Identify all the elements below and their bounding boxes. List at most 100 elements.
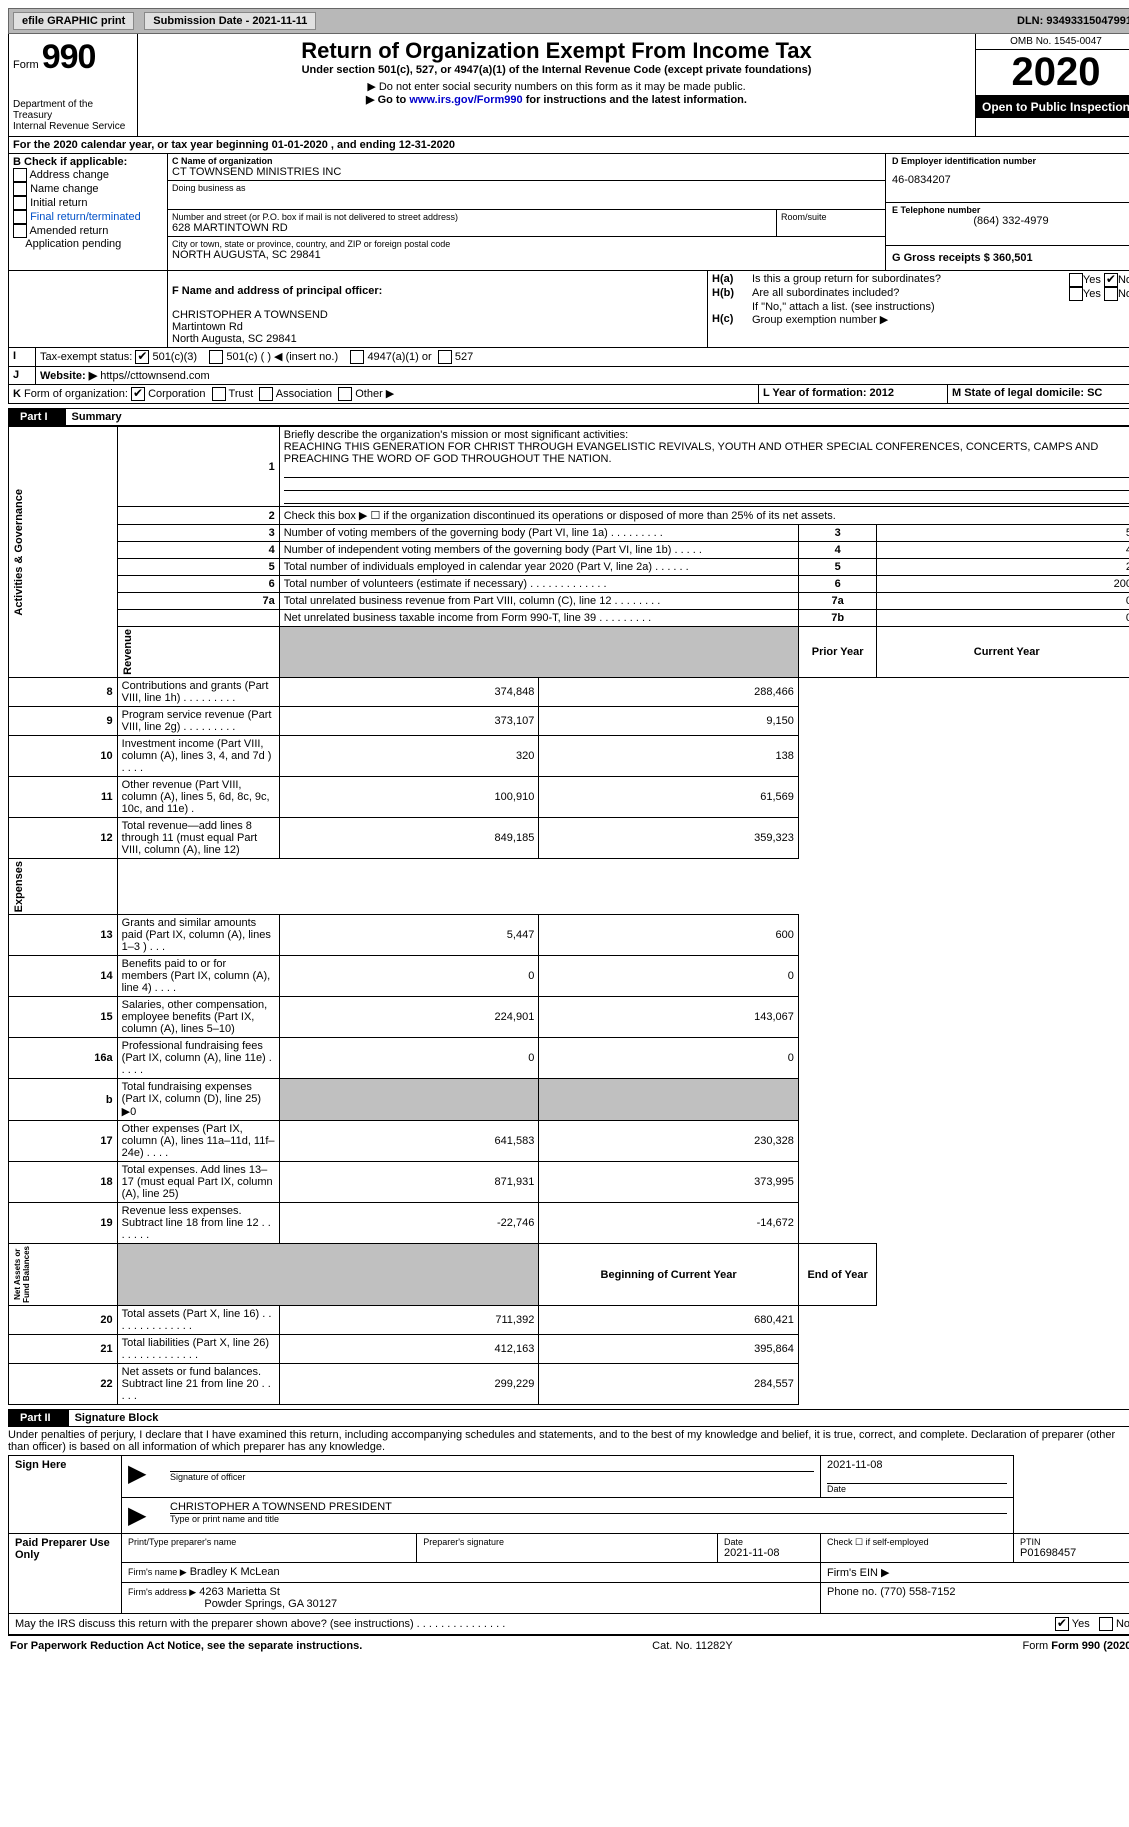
k-assoc[interactable]: Association	[276, 388, 332, 400]
header-block: B Check if applicable: Address change Na…	[8, 154, 1129, 271]
warn-goto: ▶ Go to www.irs.gov/Form990 for instruct…	[146, 93, 967, 106]
chk-initial[interactable]: Initial return	[30, 197, 87, 209]
mission: REACHING THIS GENERATION FOR CHRIST THRO…	[284, 441, 1099, 465]
city: NORTH AUGUSTA, SC 29841	[172, 249, 881, 261]
ptin-label: PTIN	[1020, 1537, 1129, 1547]
col-prior: Prior Year	[798, 627, 876, 678]
j-label: Website: ▶	[40, 370, 97, 382]
side-netassets: Net Assets or Fund Balances	[13, 1246, 31, 1303]
ha-no[interactable]: No	[1118, 274, 1129, 286]
lbl-4947: 4947(a)(1) or	[367, 351, 431, 363]
may-irs: May the IRS discuss this return with the…	[15, 1618, 1055, 1630]
paid-preparer: Paid Preparer Use Only	[9, 1534, 122, 1614]
na-row: 21Total liabilities (Part X, line 26) . …	[9, 1335, 1129, 1364]
goto-post: for instructions and the latest informat…	[523, 94, 747, 106]
prep-sig-label: Preparer's signature	[423, 1537, 711, 1547]
irs-yes-check[interactable]	[1055, 1617, 1069, 1631]
irs-no-check[interactable]	[1099, 1617, 1113, 1631]
street-label: Number and street (or P.O. box if mail i…	[172, 212, 772, 222]
e-label: E Telephone number	[892, 205, 1129, 215]
firm-addr2: Powder Springs, GA 30127	[204, 1598, 337, 1610]
na-row: 22Net assets or fund balances. Subtract …	[9, 1364, 1129, 1405]
hc-label: Group exemption number ▶	[752, 313, 888, 326]
rev-row: 9Program service revenue (Part VIII, lin…	[9, 707, 1129, 736]
c-label: C Name of organization	[172, 156, 881, 166]
rev-row: 12Total revenue—add lines 8 through 11 (…	[9, 818, 1129, 859]
k-label: Form of organization:	[24, 388, 128, 400]
fh-block: F Name and address of principal officer:…	[8, 271, 1129, 348]
d-label: D Employer identification number	[892, 156, 1129, 166]
rev-row: 11Other revenue (Part VIII, column (A), …	[9, 777, 1129, 818]
lbl-501c3: 501(c)(3)	[152, 351, 197, 363]
irs-link[interactable]: www.irs.gov/Form990	[409, 94, 522, 106]
firm-name: Bradley K McLean	[190, 1566, 280, 1578]
period-row: For the 2020 calendar year, or tax year …	[8, 137, 1129, 154]
side-governance: Activities & Governance	[13, 489, 25, 616]
prep-date-label: Date	[724, 1537, 814, 1547]
g-gross: G Gross receipts $ 360,501	[886, 246, 1129, 270]
room-label: Room/suite	[781, 212, 881, 222]
i-row: I Tax-exempt status: 501(c)(3) 501(c) ( …	[8, 348, 1129, 367]
lbl-527: 527	[455, 351, 473, 363]
part1-label: Part I	[8, 409, 60, 425]
lbl-501c: 501(c) ( ) ◀ (insert no.)	[226, 351, 338, 363]
chk-address[interactable]: Address change	[29, 169, 109, 181]
k-other[interactable]: Other ▶	[355, 388, 394, 400]
prep-name-label: Print/Type preparer's name	[128, 1537, 410, 1547]
firm-phone: Phone no. (770) 558-7152	[821, 1583, 1129, 1614]
irs-no: No	[1116, 1618, 1129, 1630]
exp-row: 15Salaries, other compensation, employee…	[9, 997, 1129, 1038]
dept-treasury: Department of the Treasury Internal Reve…	[13, 99, 133, 132]
ha-yes[interactable]: Yes	[1083, 274, 1101, 286]
signature-table: Sign Here ▶ Signature of officer 2021-11…	[8, 1455, 1129, 1614]
return-title: Return of Organization Exempt From Incom…	[146, 38, 967, 64]
gov-row: 3Number of voting members of the governi…	[9, 525, 1129, 542]
omb: OMB No. 1545-0047	[976, 34, 1129, 50]
hb-label: Are all subordinates included?	[752, 287, 1069, 301]
subtitle: Under section 501(c), 527, or 4947(a)(1)…	[146, 64, 967, 76]
chk-amended[interactable]: Amended return	[29, 225, 108, 237]
pra-notice: For Paperwork Reduction Act Notice, see …	[10, 1640, 362, 1652]
exp-row: 18Total expenses. Add lines 13–17 (must …	[9, 1162, 1129, 1203]
efile-button[interactable]: efile GRAPHIC print	[13, 12, 134, 30]
website[interactable]: https//cttownsend.com	[100, 370, 209, 382]
box-deg: D Employer identification number 46-0834…	[886, 154, 1129, 270]
officer-name-label: Type or print name and title	[170, 1513, 1007, 1524]
k-corp[interactable]: Corporation	[148, 388, 205, 400]
gov-row: 7aTotal unrelated business revenue from …	[9, 593, 1129, 610]
form-number: 990	[42, 38, 96, 76]
check-self[interactable]: Check ☐ if self-employed	[827, 1537, 1007, 1548]
klm-row: K Form of organization: Corporation Trus…	[8, 385, 1129, 404]
exp-row: 19Revenue less expenses. Subtract line 1…	[9, 1203, 1129, 1244]
col-end: End of Year	[798, 1244, 876, 1306]
hb-note: If "No," attach a list. (see instruction…	[712, 301, 1129, 313]
exp-row: 14Benefits paid to or for members (Part …	[9, 956, 1129, 997]
cat-no: Cat. No. 11282Y	[652, 1640, 733, 1652]
exp-row: 17Other expenses (Part IX, column (A), l…	[9, 1121, 1129, 1162]
chk-501c3[interactable]	[135, 350, 149, 364]
submission-date: Submission Date - 2021-11-11	[144, 12, 316, 30]
date-label: Date	[827, 1484, 1007, 1494]
hb-no[interactable]: No	[1118, 288, 1129, 300]
rev-row: 10Investment income (Part VIII, column (…	[9, 736, 1129, 777]
side-revenue: Revenue	[122, 629, 134, 675]
chk-pending: Application pending	[25, 238, 121, 250]
gov-row: Net unrelated business taxable income fr…	[9, 610, 1129, 627]
part1-title: Summary	[66, 409, 1129, 425]
rev-row: 8Contributions and grants (Part VIII, li…	[9, 678, 1129, 707]
hb-yes[interactable]: Yes	[1083, 288, 1101, 300]
sig-officer-label: Signature of officer	[170, 1472, 814, 1482]
part2-label: Part II	[8, 1410, 63, 1426]
gov-row: 5Total number of individuals employed in…	[9, 559, 1129, 576]
form-label: Form	[13, 59, 39, 71]
chk-name[interactable]: Name change	[30, 183, 99, 195]
box-c: C Name of organization CT TOWNSEND MINIS…	[168, 154, 886, 270]
firm-addr-label: Firm's address ▶	[128, 1587, 196, 1597]
sign-here: Sign Here	[9, 1456, 122, 1534]
sig-date: 2021-11-08	[827, 1459, 1007, 1471]
tax-period: For the 2020 calendar year, or tax year …	[9, 137, 1129, 153]
k-trust[interactable]: Trust	[229, 388, 254, 400]
ein: 46-0834207	[892, 174, 1129, 186]
ha-label: Is this a group return for subordinates?	[752, 273, 1069, 287]
chk-final[interactable]: Final return/terminated	[30, 211, 141, 223]
